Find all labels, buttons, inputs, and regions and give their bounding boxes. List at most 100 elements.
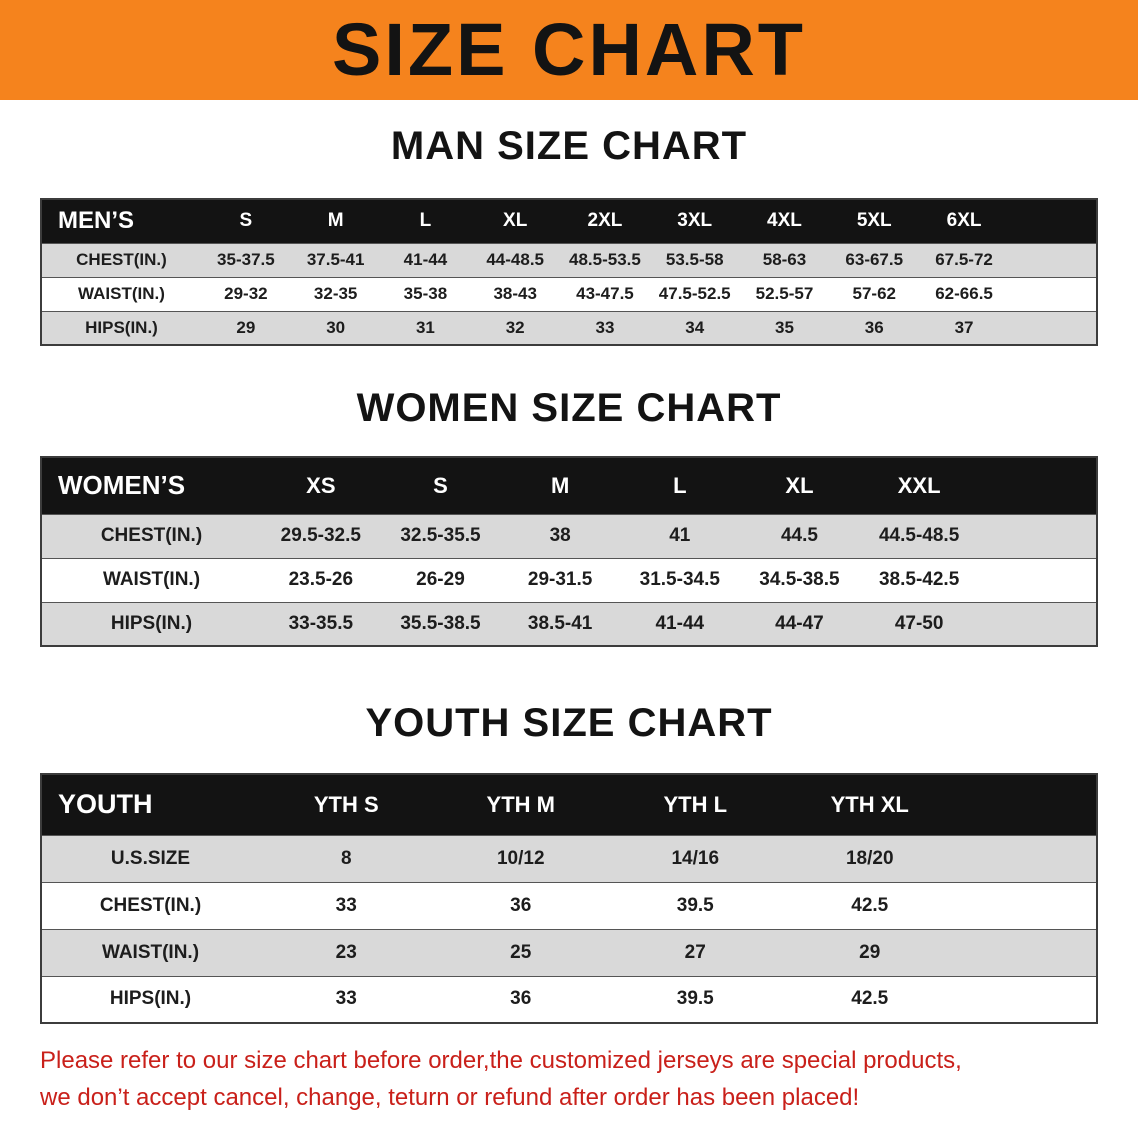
size-column-header: XL xyxy=(470,198,561,244)
size-value-cell: 32 xyxy=(470,310,561,346)
size-value-cell: 44-47 xyxy=(739,601,860,647)
size-table-row: HIPS(IN.) 29 30 31 32 33 34 35 36 37 xyxy=(41,310,1097,346)
size-value-cell: 41-44 xyxy=(619,601,740,647)
size-table-row: WAIST(IN.) 23.5-26 26-29 29-31.5 31.5-34.5 34… xyxy=(41,557,1097,603)
size-column-header: 3XL xyxy=(649,198,740,244)
size-table-row: CHEST(IN.) 29.5-32.5 32.5-35.5 38 41 44.5 44.5… xyxy=(41,513,1097,559)
size-value-cell: 33-35.5 xyxy=(261,601,381,647)
size-column-header: L xyxy=(380,198,471,244)
size-value-cell: 44.5-48.5 xyxy=(859,513,979,559)
banner-title: SIZE CHART xyxy=(332,8,806,91)
table-title-cell: YOUTH xyxy=(41,773,259,836)
men-size-table: MEN’S S M L XL 2XL 3XL 4XL 5XL 6XL CHEST(IN.) 35-37… xyxy=(40,198,1098,346)
size-value-cell: 39.5 xyxy=(608,881,783,930)
size-value-cell: 42.5 xyxy=(782,881,957,930)
size-value-cell: 25 xyxy=(433,928,608,977)
size-value-cell: 47.5-52.5 xyxy=(649,276,740,312)
measure-label-cell: WAIST(IN.) xyxy=(41,928,259,977)
size-value-cell: 48.5-53.5 xyxy=(560,242,650,278)
women-size-chart-heading: WOMEN SIZE CHART xyxy=(356,386,782,430)
size-table-row: CHEST(IN.) 35-37.5 37.5-41 41-44 44-48.5 48.5… xyxy=(41,242,1097,278)
size-value-cell: 53.5-58 xyxy=(649,242,740,278)
size-column-header: YTH M xyxy=(433,773,608,836)
spacer-cell xyxy=(957,834,1097,883)
size-column-header: XXL xyxy=(859,456,979,515)
size-column-header: 2XL xyxy=(560,198,650,244)
size-value-cell: 36 xyxy=(433,881,608,930)
size-table-header-row: YOUTH YTH S YTH M YTH L YTH XL xyxy=(41,773,1097,836)
size-table-row: HIPS(IN.) 33 36 39.5 42.5 xyxy=(41,975,1097,1024)
size-value-cell: 58-63 xyxy=(739,242,830,278)
spacer-cell xyxy=(979,557,1097,603)
size-column-header: YTH XL xyxy=(782,773,957,836)
size-table-row: WAIST(IN.) 29-32 32-35 35-38 38-43 43-47.5 47.… xyxy=(41,276,1097,312)
size-value-cell: 29 xyxy=(201,310,291,346)
size-column-header: M xyxy=(290,198,381,244)
size-value-cell: 43-47.5 xyxy=(560,276,650,312)
size-column-header: L xyxy=(619,456,740,515)
youth-size-table: YOUTH YTH S YTH M YTH L YTH XL U.S.SIZE 8 10/12… xyxy=(40,773,1098,1024)
size-value-cell: 38.5-42.5 xyxy=(859,557,979,603)
measure-label-cell: WAIST(IN.) xyxy=(41,557,261,603)
size-table-header-row: MEN’S S M L XL 2XL 3XL 4XL 5XL 6XL xyxy=(41,198,1097,244)
size-value-cell: 35-38 xyxy=(380,276,471,312)
size-column-header: S xyxy=(201,198,291,244)
spacer-cell xyxy=(957,975,1097,1024)
disclaimer-line-2: we don’t accept cancel, change, teturn o… xyxy=(40,1084,860,1111)
size-column-header: 4XL xyxy=(739,198,830,244)
size-value-cell: 14/16 xyxy=(608,834,783,883)
size-value-cell: 34 xyxy=(649,310,740,346)
spacer-cell xyxy=(1009,198,1097,244)
size-value-cell: 37 xyxy=(919,310,1009,346)
size-value-cell: 44-48.5 xyxy=(470,242,561,278)
spacer-cell xyxy=(979,601,1097,647)
size-value-cell: 41-44 xyxy=(380,242,471,278)
spacer-cell xyxy=(1009,310,1097,346)
size-value-cell: 29.5-32.5 xyxy=(261,513,381,559)
size-value-cell: 27 xyxy=(608,928,783,977)
size-value-cell: 62-66.5 xyxy=(919,276,1009,312)
size-value-cell: 47-50 xyxy=(859,601,979,647)
measure-label-cell: HIPS(IN.) xyxy=(41,310,201,346)
size-value-cell: 29-31.5 xyxy=(500,557,620,603)
man-size-chart-heading: MAN SIZE CHART xyxy=(390,124,748,168)
size-chart-banner: SIZE CHART xyxy=(0,0,1138,100)
measure-label-cell: U.S.SIZE xyxy=(41,834,259,883)
size-value-cell: 18/20 xyxy=(782,834,957,883)
size-table-header-row: WOMEN’S XS S M L XL XXL xyxy=(41,456,1097,515)
size-value-cell: 32-35 xyxy=(290,276,381,312)
size-value-cell: 33 xyxy=(259,881,434,930)
size-value-cell: 32.5-35.5 xyxy=(380,513,501,559)
size-column-header: XL xyxy=(739,456,860,515)
measure-label-cell: CHEST(IN.) xyxy=(41,513,261,559)
disclaimer-line-1: Please refer to our size chart before or… xyxy=(40,1047,962,1074)
size-value-cell: 39.5 xyxy=(608,975,783,1024)
size-value-cell: 42.5 xyxy=(782,975,957,1024)
size-table-row: CHEST(IN.) 33 36 39.5 42.5 xyxy=(41,881,1097,930)
spacer-cell xyxy=(979,456,1097,515)
size-value-cell: 29 xyxy=(782,928,957,977)
size-value-cell: 44.5 xyxy=(739,513,860,559)
size-value-cell: 52.5-57 xyxy=(739,276,830,312)
size-value-cell: 34.5-38.5 xyxy=(739,557,860,603)
size-value-cell: 38-43 xyxy=(470,276,561,312)
size-value-cell: 30 xyxy=(290,310,381,346)
women-size-table: WOMEN’S XS S M L XL XXL CHEST(IN.) 29.5-32.5 32.5… xyxy=(40,456,1098,647)
size-column-header: 6XL xyxy=(919,198,1009,244)
size-table-row: WAIST(IN.) 23 25 27 29 xyxy=(41,928,1097,977)
table-title-cell: WOMEN’S xyxy=(41,456,261,515)
size-value-cell: 33 xyxy=(560,310,650,346)
size-value-cell: 36 xyxy=(829,310,920,346)
size-value-cell: 35 xyxy=(739,310,830,346)
spacer-cell xyxy=(957,928,1097,977)
table-title-cell: MEN’S xyxy=(41,198,201,244)
size-column-header: YTH S xyxy=(259,773,434,836)
measure-label-cell: WAIST(IN.) xyxy=(41,276,201,312)
size-column-header: M xyxy=(500,456,620,515)
size-value-cell: 35-37.5 xyxy=(201,242,291,278)
spacer-cell xyxy=(979,513,1097,559)
size-value-cell: 33 xyxy=(259,975,434,1024)
size-value-cell: 41 xyxy=(619,513,740,559)
disclaimer: Please refer to our size chart before or… xyxy=(40,1042,1138,1116)
size-value-cell: 35.5-38.5 xyxy=(380,601,501,647)
